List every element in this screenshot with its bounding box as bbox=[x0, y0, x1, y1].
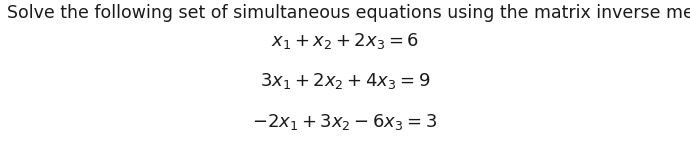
Text: $x_1 + x_2 + 2x_3 = 6$: $x_1 + x_2 + 2x_3 = 6$ bbox=[271, 31, 419, 51]
Text: Solve the following set of simultaneous equations using the matrix inverse metho: Solve the following set of simultaneous … bbox=[7, 4, 690, 22]
Text: $3x_1 + 2x_2 + 4x_3 = 9$: $3x_1 + 2x_2 + 4x_3 = 9$ bbox=[260, 71, 430, 91]
Text: $-2x_1 + 3x_2 - 6x_3 = 3$: $-2x_1 + 3x_2 - 6x_3 = 3$ bbox=[253, 112, 437, 132]
